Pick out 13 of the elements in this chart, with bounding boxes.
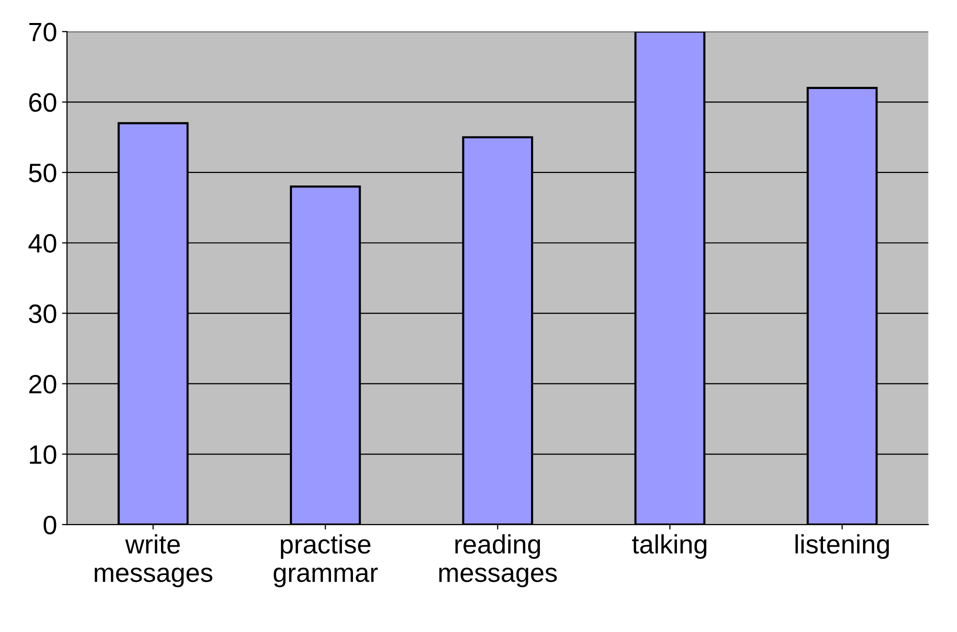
x-tick-label: write messages — [94, 534, 212, 588]
x-tick-label: talking — [632, 534, 706, 559]
y-tick-label: 50 — [28, 164, 56, 182]
y-tick-label: 40 — [28, 234, 56, 253]
y-tick-label: 30 — [28, 304, 56, 324]
y-tick-label: 60 — [29, 93, 56, 112]
x-tick-label: practise grammar — [274, 534, 378, 588]
y-tick-label: 20 — [29, 374, 56, 394]
x-tick-label: listening — [796, 534, 889, 559]
y-tick-label: 70 — [29, 22, 56, 42]
y-tick-label: 0 — [44, 516, 56, 534]
x-tick-label: reading messages — [439, 534, 557, 588]
y-tick-label: 10 — [30, 445, 56, 464]
